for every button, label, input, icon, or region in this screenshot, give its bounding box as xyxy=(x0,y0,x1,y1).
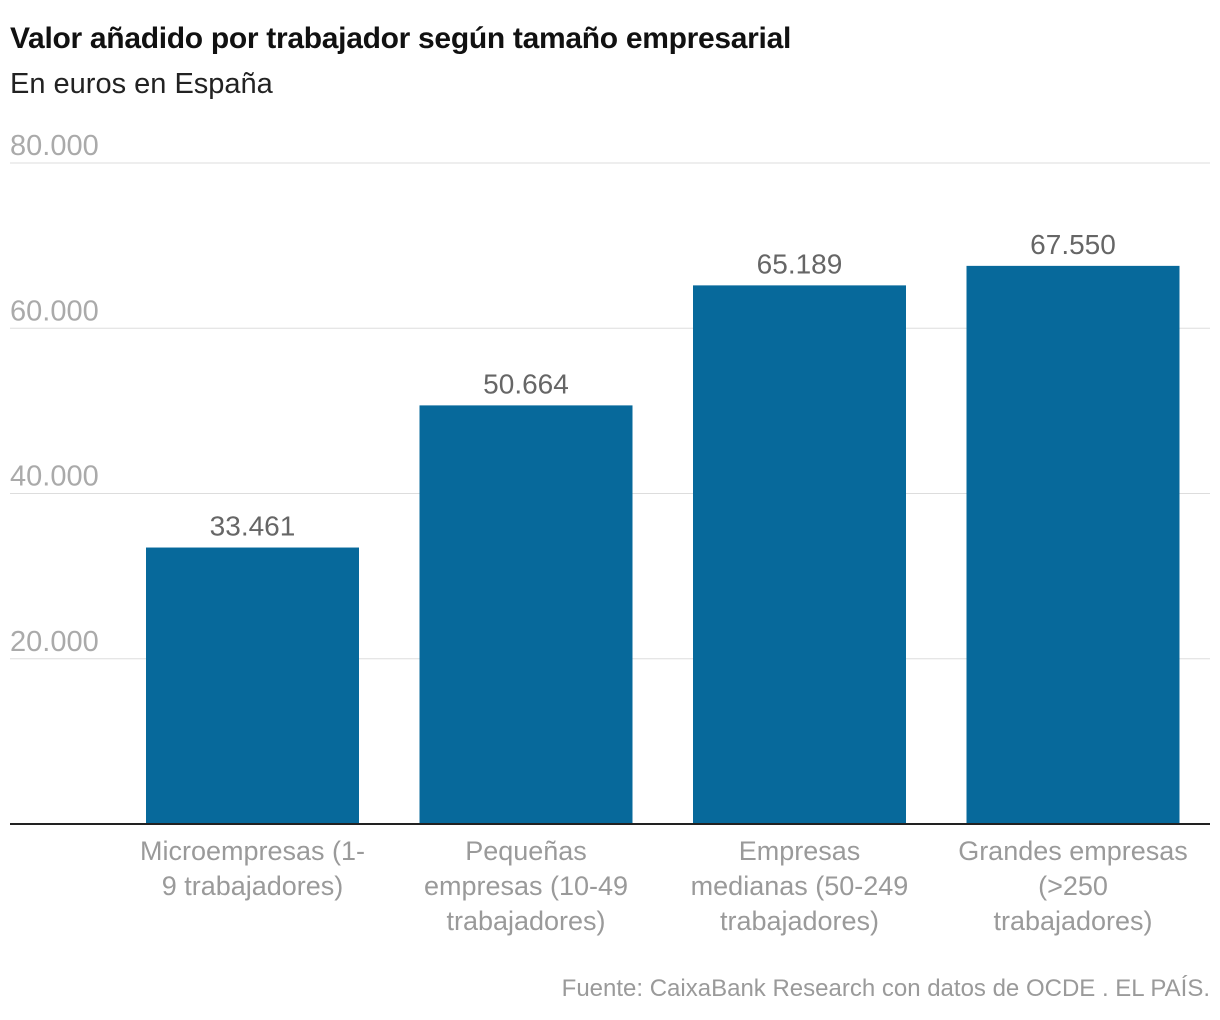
category-label: Grandes empresas (>250 trabajadores) xyxy=(958,836,1188,936)
category-label: Pequeñas empresas (10-49 trabajadores) xyxy=(424,836,628,936)
chart-title: Valor añadido por trabajador según tamañ… xyxy=(10,22,791,55)
category-label-line: Pequeñas xyxy=(465,836,587,866)
category-label-line: empresas (10-49 xyxy=(424,871,628,901)
bar xyxy=(419,405,633,824)
category-label-line: trabajadores) xyxy=(993,906,1152,936)
bar xyxy=(693,285,906,825)
category-label-line: Microempresas (1- xyxy=(140,836,365,866)
y-tick-label: 40.000 xyxy=(10,461,99,493)
y-tick-label: 20.000 xyxy=(10,626,99,658)
bar-value-label: 67.550 xyxy=(1030,229,1116,260)
chart-subtitle: En euros en España xyxy=(10,68,273,100)
category-label-line: Empresas xyxy=(739,836,861,866)
bars xyxy=(146,265,1180,825)
category-label-line: (>250 xyxy=(1038,871,1108,901)
y-tick-label: 60.000 xyxy=(10,295,99,327)
bar xyxy=(966,265,1180,824)
y-tick-label: 80.000 xyxy=(10,130,99,162)
source-note: Fuente: CaixaBank Research con datos de … xyxy=(561,975,1210,1002)
category-label-line: trabajadores) xyxy=(720,906,879,936)
category-label-line: trabajadores) xyxy=(446,906,605,936)
category-label-line: medianas (50-249 xyxy=(691,871,909,901)
category-label-line: Grandes empresas xyxy=(958,836,1188,866)
bar-value-label: 50.664 xyxy=(483,368,569,399)
bar-value-label: 65.189 xyxy=(757,248,843,279)
labels: 20.000 40.000 60.000 80.000 33.461 Microempre… xyxy=(10,130,1188,936)
category-label-line: 9 trabajadores) xyxy=(162,871,344,901)
bar-value-label: 33.461 xyxy=(210,511,296,542)
category-label: Microempresas (1- 9 trabajadores) xyxy=(140,836,365,901)
bar xyxy=(146,547,359,824)
category-label: Empresas medianas (50-249 trabajadores) xyxy=(691,836,909,936)
